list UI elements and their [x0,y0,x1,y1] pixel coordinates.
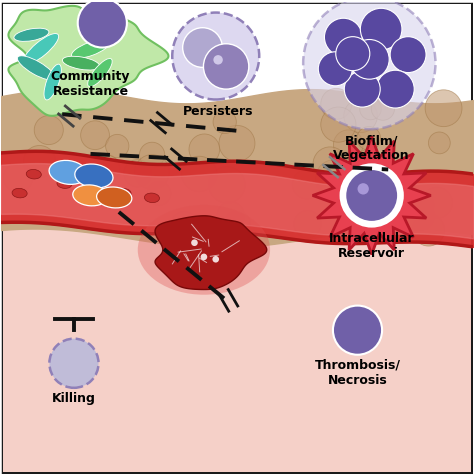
Polygon shape [155,216,267,289]
Ellipse shape [145,193,159,203]
Circle shape [428,132,450,154]
Circle shape [203,44,249,89]
Text: Intracellular
Reservoir: Intracellular Reservoir [329,232,414,260]
Circle shape [376,70,414,108]
Circle shape [182,156,217,192]
Ellipse shape [49,160,87,184]
Circle shape [81,121,109,149]
Circle shape [147,181,171,206]
Circle shape [217,201,245,229]
Circle shape [333,306,382,355]
Circle shape [340,176,372,208]
Ellipse shape [26,169,41,179]
Circle shape [303,0,436,129]
Circle shape [360,160,392,193]
Circle shape [92,154,120,182]
Circle shape [188,222,210,244]
Circle shape [324,18,362,56]
Text: Community
Resistance: Community Resistance [51,70,130,98]
Ellipse shape [63,56,100,70]
Circle shape [182,28,222,68]
Circle shape [191,239,198,246]
Circle shape [412,214,445,246]
Circle shape [404,190,434,220]
Circle shape [336,37,370,71]
Circle shape [212,256,219,263]
Circle shape [316,159,354,198]
Ellipse shape [97,187,132,208]
Circle shape [403,200,434,231]
Circle shape [421,187,453,218]
Circle shape [292,169,322,199]
Circle shape [357,183,369,195]
Ellipse shape [44,64,61,100]
Circle shape [213,110,237,134]
Circle shape [189,134,219,165]
Circle shape [344,71,380,107]
Circle shape [318,52,352,86]
Circle shape [344,99,377,133]
Text: Thrombosis/
Necrosis: Thrombosis/ Necrosis [315,358,401,387]
Circle shape [360,98,381,120]
Circle shape [294,210,321,238]
FancyBboxPatch shape [3,4,471,472]
Circle shape [219,125,255,161]
Ellipse shape [138,205,270,295]
Circle shape [225,211,250,237]
Circle shape [49,338,99,388]
Ellipse shape [75,164,113,188]
Text: Persisters: Persisters [183,105,253,118]
Circle shape [23,146,55,178]
Text: Killing: Killing [52,392,96,405]
Circle shape [333,130,363,159]
Circle shape [213,55,223,65]
Circle shape [135,155,169,189]
Text: Biofilm/
Vegetation: Biofilm/ Vegetation [333,134,410,162]
Circle shape [349,40,389,79]
Circle shape [34,116,64,145]
Polygon shape [9,6,168,116]
Circle shape [371,97,394,120]
Circle shape [201,254,207,260]
Ellipse shape [72,40,109,58]
Circle shape [321,107,356,142]
Ellipse shape [12,188,27,198]
Circle shape [425,90,462,127]
Circle shape [3,163,33,192]
Ellipse shape [116,188,131,198]
Ellipse shape [88,186,103,196]
Circle shape [171,211,197,238]
Circle shape [389,182,419,211]
Ellipse shape [18,56,55,80]
Ellipse shape [88,59,112,87]
Ellipse shape [73,185,108,206]
Circle shape [78,0,127,48]
Circle shape [139,142,164,168]
Circle shape [345,169,398,222]
Ellipse shape [14,28,49,41]
Circle shape [313,147,347,181]
Circle shape [106,134,129,158]
Circle shape [172,12,259,99]
Circle shape [390,37,426,72]
Circle shape [339,163,404,228]
Circle shape [360,8,402,50]
Circle shape [124,159,151,187]
FancyBboxPatch shape [3,4,471,106]
Ellipse shape [57,179,72,188]
Circle shape [354,149,383,179]
Circle shape [209,167,245,203]
Circle shape [321,89,352,119]
Circle shape [357,127,381,150]
Polygon shape [313,137,431,255]
FancyBboxPatch shape [3,226,471,472]
Ellipse shape [23,33,59,64]
